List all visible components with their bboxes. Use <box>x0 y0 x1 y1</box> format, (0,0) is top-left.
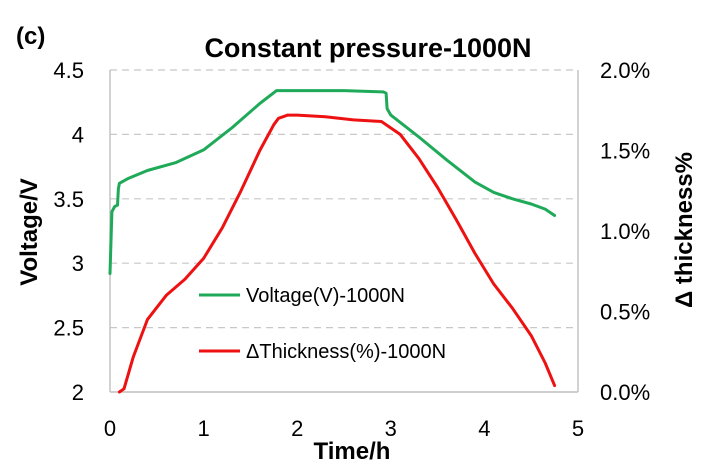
legend: Voltage(V)-1000N ΔThickness(%)-1000N <box>199 285 446 363</box>
y-tick-label: 4.5 <box>53 58 84 83</box>
y2-tick-label: 0.5% <box>600 300 650 325</box>
voltage-line <box>108 89 557 275</box>
y-axis-label: Voltage/V <box>16 178 43 286</box>
legend-label-voltage: Voltage(V)-1000N <box>246 285 405 307</box>
x-tick-label: 2 <box>291 416 303 441</box>
thickness-line <box>117 113 557 394</box>
y2-tick-label: 1.0% <box>600 219 650 244</box>
gridlines <box>110 69 578 329</box>
x-tick-label: 5 <box>572 416 584 441</box>
y2-axis-label: Δ thickness% <box>671 152 698 308</box>
x-tick-label: 3 <box>385 416 397 441</box>
x-tick-labels: 0 1 2 3 4 5 <box>104 416 584 441</box>
y-tick-label: 4 <box>72 122 84 147</box>
y2-tick-label: 1.5% <box>600 139 650 164</box>
y2-tick-label: 0.0% <box>600 380 650 405</box>
y-tick-label: 2.5 <box>53 316 84 341</box>
chart-title: Constant pressure-1000N <box>204 33 531 63</box>
legend-label-thickness: ΔThickness(%)-1000N <box>246 341 446 363</box>
y-tick-labels: 2 2.5 3 3.5 4 4.5 <box>53 58 84 405</box>
x-tick-label: 1 <box>197 416 209 441</box>
y-tick-label: 3 <box>72 251 84 276</box>
y2-tick-label: 2.0% <box>600 58 650 83</box>
y-tick-label: 2 <box>72 380 84 405</box>
x-tick-label: 4 <box>478 416 490 441</box>
panel-label: (c) <box>16 23 45 50</box>
series-lines <box>108 89 557 394</box>
x-axis-label: Time/h <box>314 438 391 465</box>
x-tick-label: 0 <box>104 416 116 441</box>
y2-tick-labels: 0.0% 0.5% 1.0% 1.5% 2.0% <box>600 58 650 405</box>
y-tick-label: 3.5 <box>53 187 84 212</box>
